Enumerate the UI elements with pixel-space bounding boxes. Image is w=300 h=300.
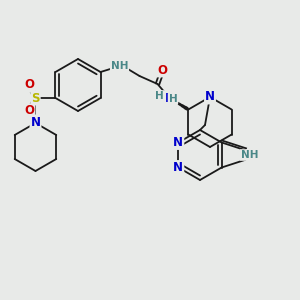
- Text: N: N: [31, 116, 40, 128]
- Text: N: N: [205, 91, 215, 103]
- Text: S: S: [31, 92, 40, 104]
- Text: NH: NH: [111, 61, 128, 71]
- Text: O: O: [25, 104, 34, 118]
- Text: N: N: [173, 136, 183, 149]
- Text: H: H: [169, 94, 177, 104]
- Text: NH: NH: [241, 150, 258, 160]
- Text: N: N: [164, 92, 175, 104]
- Text: O: O: [158, 64, 167, 76]
- Text: O: O: [25, 79, 34, 92]
- Text: N: N: [173, 161, 183, 174]
- Text: H: H: [155, 91, 164, 101]
